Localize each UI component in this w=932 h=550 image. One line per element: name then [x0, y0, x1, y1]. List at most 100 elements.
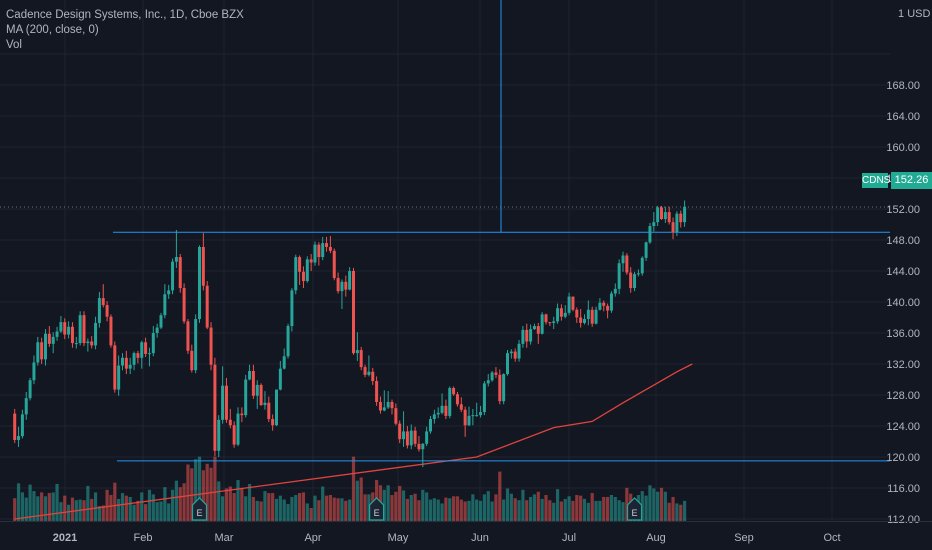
candle-body [251, 370, 255, 396]
volume-bar [559, 501, 563, 521]
candle-body [425, 431, 429, 444]
volume-bar [336, 498, 340, 521]
legend-title[interactable]: Cadence Design Systems, Inc., 1D, Cboe B… [6, 9, 244, 21]
candle-body [17, 436, 21, 440]
volume-bar [344, 500, 348, 521]
candle-body [132, 353, 136, 365]
volume-bar [259, 501, 263, 521]
volume-bar [86, 485, 90, 521]
volume-bar [82, 500, 86, 521]
ma-line [14, 363, 693, 520]
candle-body [575, 309, 579, 318]
candle-body [67, 326, 71, 335]
volume-bar [224, 488, 229, 521]
candle-body [371, 371, 375, 382]
candle-body [556, 308, 560, 322]
candle-body [313, 244, 317, 263]
candle-body [683, 206, 687, 223]
earnings-marker-label: E [632, 508, 638, 518]
earnings-marker-label: E [374, 508, 380, 518]
candle-body [221, 385, 225, 420]
volume-bar [544, 495, 548, 521]
volume-bar [271, 493, 275, 521]
candle-body [378, 401, 382, 411]
candle-body [186, 321, 190, 351]
candle-body [536, 326, 540, 334]
volume-bar [652, 488, 656, 521]
candle-body [559, 308, 563, 317]
candle-body [455, 394, 459, 405]
volume-bar [571, 500, 575, 521]
volume-bar [328, 495, 332, 521]
price-unit-label[interactable]: 1 USD [898, 8, 930, 20]
volume-bar [552, 502, 556, 521]
drawing-lines[interactable] [0, 0, 890, 462]
volume-bar [517, 500, 521, 521]
axes: 168.00164.00160.00156.00152.00148.00144.… [0, 80, 932, 544]
candle-body [155, 327, 159, 333]
volume-bar [197, 456, 202, 521]
candle-body [128, 364, 132, 369]
candle-body [617, 263, 621, 289]
legend-ma[interactable]: MA (200, close, 0) [6, 24, 99, 36]
x-tick-label: Oct [823, 532, 840, 544]
volume-bar [413, 493, 417, 521]
volume-bar [178, 487, 182, 521]
earnings-marker[interactable]: E [191, 497, 208, 521]
volume-bar [428, 499, 433, 521]
candle-body [224, 385, 228, 420]
candle-body [375, 381, 379, 402]
candle-body [163, 294, 167, 316]
volume-bar [163, 487, 167, 521]
earnings-marker-label: E [196, 508, 202, 518]
candle-body [28, 380, 32, 399]
x-tick-label: Aug [646, 532, 666, 544]
volume-bar [521, 489, 525, 521]
y-tick-label: 120.00 [886, 452, 920, 464]
candle-body [259, 384, 263, 406]
candle-body [355, 350, 359, 354]
volume-bar [147, 489, 152, 521]
volume-bar [309, 508, 313, 521]
candle-body [579, 317, 583, 323]
candle-body [90, 341, 94, 346]
y-tick-label: 148.00 [886, 235, 920, 247]
candle-body [648, 226, 652, 243]
volume-bar [305, 503, 309, 521]
candle-body [405, 431, 409, 446]
volume-bar [452, 496, 456, 521]
legend-vol[interactable]: Vol [6, 39, 22, 51]
volume-bar [467, 500, 471, 521]
volume-bar [28, 484, 32, 521]
candle-body [436, 412, 440, 415]
candle-body [348, 271, 352, 290]
candle-body [467, 415, 471, 426]
y-tick-label: 144.00 [886, 266, 920, 278]
candle-body [548, 322, 552, 324]
unit-prefix: 1 [898, 8, 908, 20]
volume-bar [509, 493, 513, 521]
volume-bar [671, 496, 675, 521]
candle-body [448, 388, 452, 416]
volume-bar [274, 498, 279, 521]
volume-bar [625, 487, 629, 521]
candle-body [198, 246, 201, 320]
volume-bar [263, 491, 267, 521]
earnings-marker[interactable]: E [626, 497, 643, 521]
candle-body [86, 341, 90, 344]
candle-body [105, 305, 109, 317]
volume-bar [575, 495, 579, 521]
candle-body [325, 243, 329, 247]
candle-body [409, 430, 413, 446]
candle-body [413, 430, 417, 444]
candle-body [517, 343, 521, 359]
x-tick-label: May [388, 532, 409, 544]
y-tick-label: 164.00 [886, 111, 920, 123]
candle-body [124, 357, 128, 369]
earnings-marker[interactable]: E [369, 497, 385, 521]
x-tick-label: Sep [734, 532, 754, 544]
x-tick-label: Feb [134, 532, 153, 544]
volume-bar [247, 483, 252, 521]
